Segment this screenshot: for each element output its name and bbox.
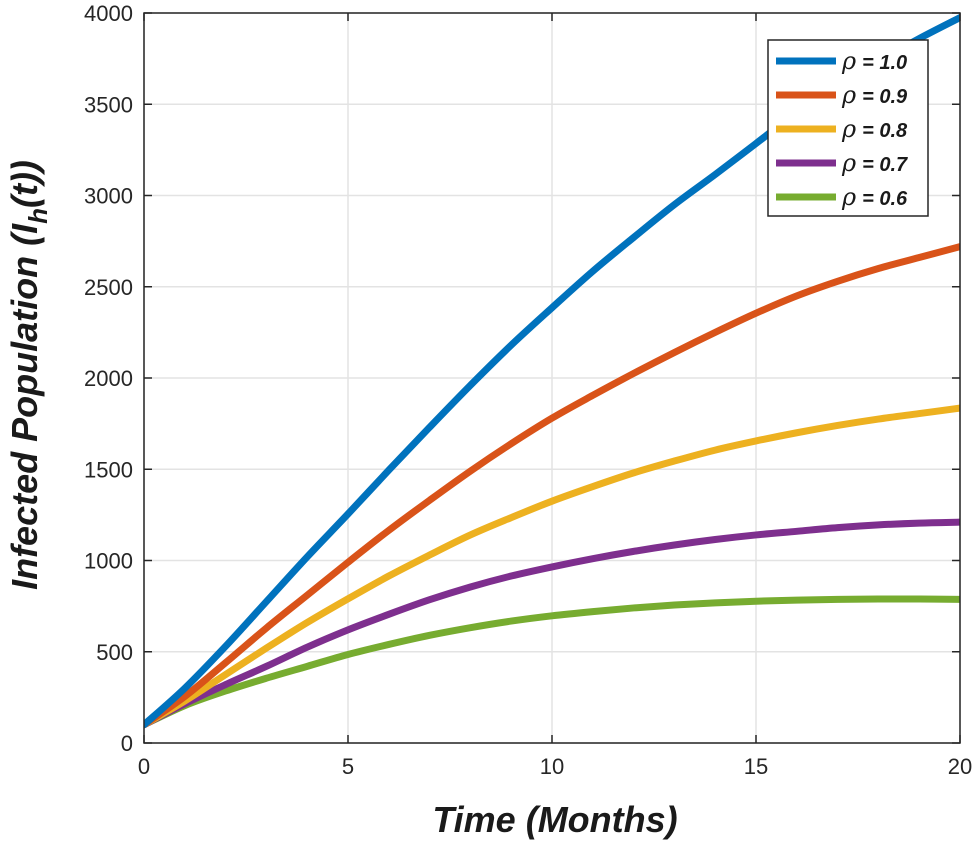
legend-label: ρ = 1.0: [841, 47, 907, 75]
series-line-2: [144, 404, 960, 729]
x-tick-labels: 0 5 10 15 20: [138, 754, 972, 779]
x-tick-label: 0: [138, 754, 150, 779]
legend-symbol: ρ: [841, 81, 856, 109]
y-axis-title-suffix: (t)): [4, 160, 45, 208]
y-tick-label: 4000: [84, 1, 133, 26]
legend-symbol: ρ: [841, 115, 856, 143]
legend-value: = 1.0: [862, 52, 907, 74]
y-axis-title: Infected Population (Ih(t)): [4, 160, 53, 590]
legend-value: = 0.9: [862, 86, 908, 108]
series-line-1: [144, 243, 960, 729]
series-line-3: [144, 518, 960, 729]
y-axis-title-subscript: h: [23, 208, 53, 224]
y-tick-label: 3000: [84, 184, 133, 209]
legend-items: ρ = 1.0 ρ = 0.9 ρ = 0.8 ρ = 0.7 ρ = 0.6: [776, 47, 908, 211]
x-tick-label: 20: [948, 754, 972, 779]
legend-label: ρ = 0.9: [841, 81, 908, 109]
legend-symbol: ρ: [841, 47, 856, 75]
x-axis-title: Time (Months): [432, 799, 677, 840]
y-tick-label: 2000: [84, 366, 133, 391]
x-tick-label: 15: [744, 754, 768, 779]
legend-label: ρ = 0.8: [841, 115, 908, 143]
y-tick-label: 3500: [84, 92, 133, 117]
legend-label: ρ = 0.7: [841, 149, 908, 177]
y-tick-label: 500: [96, 640, 133, 665]
y-tick-label: 1000: [84, 549, 133, 574]
legend-symbol: ρ: [841, 183, 856, 211]
series-line-4: [144, 595, 960, 729]
y-tick-label: 2500: [84, 275, 133, 300]
y-tick-label: 0: [121, 731, 133, 756]
y-tick-label: 1500: [84, 457, 133, 482]
axis-ticks: [143, 12, 961, 744]
legend-value: = 0.8: [862, 120, 908, 142]
y-tick-labels: 0 500 1000 1500 2000 2500 3000 3500 4000: [84, 1, 133, 756]
legend-symbol: ρ: [841, 149, 856, 177]
legend-label: ρ = 0.6: [841, 183, 908, 211]
y-axis-title-prefix: Infected Population (I: [4, 223, 45, 590]
x-tick-label: 5: [342, 754, 354, 779]
legend-value: = 0.7: [862, 154, 908, 176]
x-tick-label: 10: [540, 754, 564, 779]
legend-value: = 0.6: [862, 188, 908, 210]
legend: ρ = 1.0 ρ = 0.9 ρ = 0.8 ρ = 0.7 ρ = 0.6: [767, 39, 929, 217]
